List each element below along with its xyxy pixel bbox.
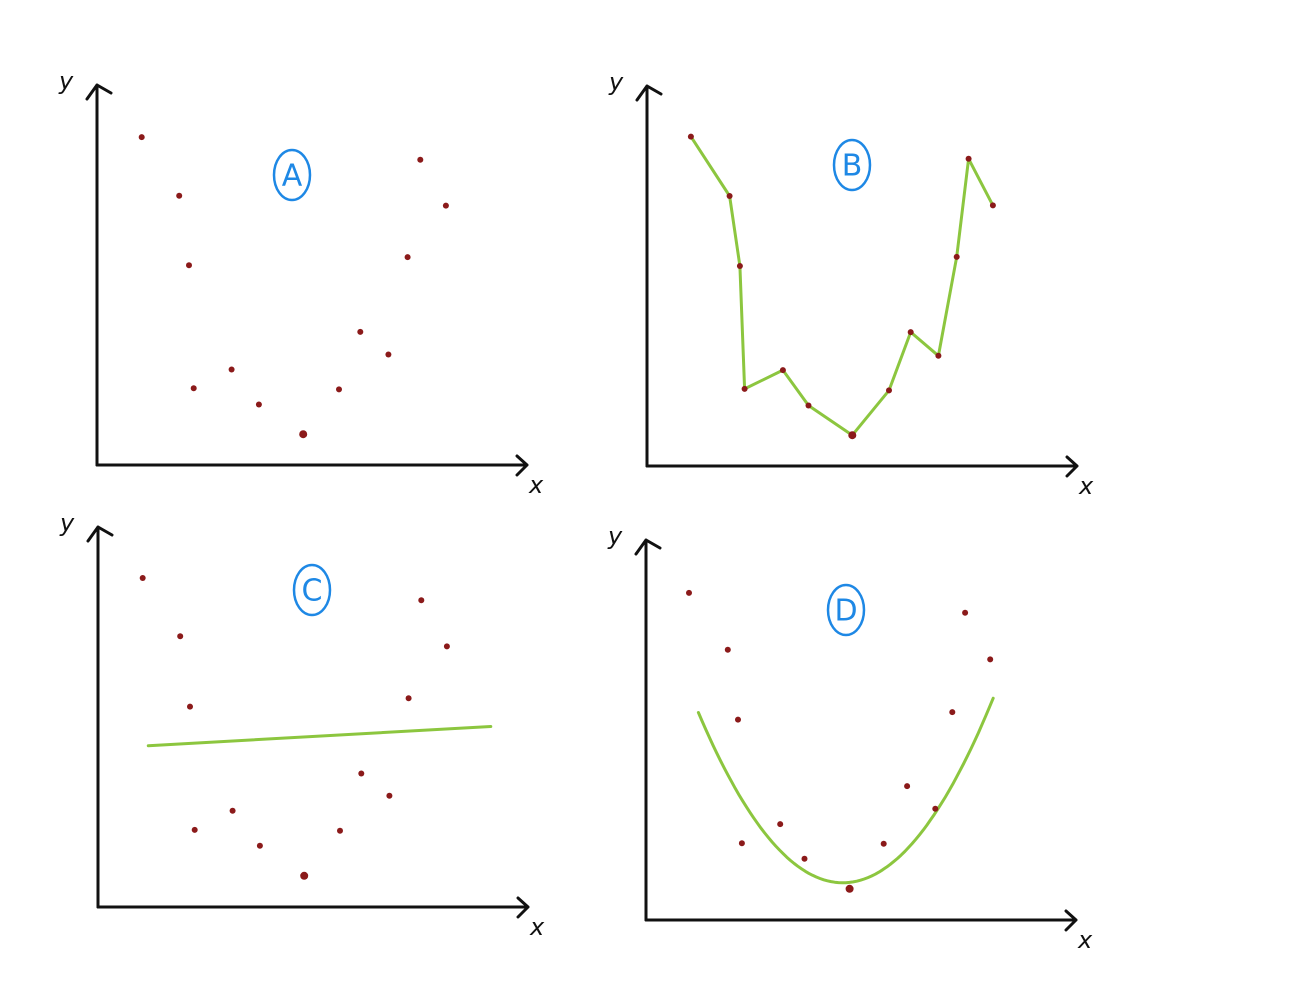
- data-point: [138, 134, 145, 141]
- data-point: [337, 827, 343, 834]
- data-point: [724, 646, 731, 653]
- data-point: [300, 871, 309, 880]
- data-point: [186, 262, 192, 269]
- data-point: [801, 855, 808, 862]
- data-point: [299, 430, 308, 439]
- data-point: [336, 386, 342, 393]
- data-point: [404, 254, 411, 261]
- data-point: [907, 329, 914, 336]
- data-point: [187, 703, 193, 710]
- data-point: [726, 193, 733, 199]
- y-axis-label: y: [59, 509, 75, 537]
- panel-badge-b: B: [832, 138, 872, 192]
- data-point: [989, 202, 996, 209]
- data-point: [177, 633, 184, 640]
- data-point: [417, 156, 424, 163]
- data-point: [779, 367, 786, 374]
- panel-badge-a: A: [272, 148, 312, 202]
- data-point: [962, 609, 969, 616]
- x-axis: [96, 896, 530, 919]
- data-point: [256, 842, 263, 849]
- data-point: [848, 431, 857, 440]
- data-point: [741, 385, 748, 392]
- data-point: [176, 192, 183, 199]
- fit-line: [696, 696, 995, 885]
- data-point: [738, 840, 745, 847]
- y-axis: [634, 538, 662, 922]
- chart-panel-c: y x C: [59, 509, 545, 941]
- data-point: [904, 783, 911, 790]
- panel-badge-letter: B: [842, 149, 863, 184]
- data-point: [965, 155, 972, 162]
- data-point: [880, 840, 887, 847]
- y-axis-label: y: [607, 522, 623, 550]
- data-point: [405, 695, 412, 702]
- panel-badge-letter: C: [302, 574, 323, 609]
- data-point: [805, 402, 812, 409]
- data-point: [418, 597, 425, 604]
- x-axis: [644, 909, 1078, 932]
- data-point: [777, 821, 784, 828]
- data-point: [935, 352, 942, 359]
- panel-badge-c: C: [292, 563, 332, 617]
- x-axis: [95, 454, 529, 477]
- data-point: [358, 770, 365, 777]
- data-point: [736, 263, 743, 269]
- data-point: [191, 826, 198, 833]
- data-point: [229, 807, 236, 814]
- data-point: [386, 792, 393, 799]
- chart-panel-d: y x D: [607, 522, 1093, 954]
- y-axis-label: y: [608, 68, 624, 96]
- panel-badge-letter: A: [282, 159, 303, 194]
- y-axis: [85, 83, 113, 467]
- data-point: [228, 366, 235, 373]
- data-point: [949, 709, 956, 716]
- panel-badge-d: D: [826, 583, 866, 637]
- data-point: [687, 133, 694, 140]
- x-axis: [645, 455, 1079, 478]
- data-point: [987, 656, 994, 663]
- y-axis: [635, 84, 663, 468]
- chart-panel-a: y x A: [58, 67, 544, 499]
- data-point: [443, 643, 450, 650]
- data-point: [357, 328, 364, 335]
- data-point: [686, 589, 692, 596]
- chart-panel-b: y x B: [608, 68, 1094, 500]
- data-point: [255, 401, 262, 408]
- data-point: [735, 716, 741, 723]
- data-point: [845, 884, 854, 893]
- panel-badge-letter: D: [834, 594, 857, 629]
- x-axis-label: x: [529, 913, 545, 941]
- y-axis-label: y: [58, 67, 74, 95]
- data-point: [139, 575, 146, 581]
- data-point: [886, 387, 892, 394]
- x-axis-label: x: [1077, 926, 1093, 954]
- data-point: [385, 351, 392, 358]
- x-axis-label: x: [1078, 472, 1094, 500]
- data-point: [932, 805, 939, 812]
- data-point: [953, 253, 960, 260]
- data-point: [190, 385, 197, 392]
- y-axis: [86, 525, 114, 909]
- fit-line: [146, 725, 493, 748]
- data-point: [442, 202, 449, 209]
- x-axis-label: x: [528, 471, 544, 499]
